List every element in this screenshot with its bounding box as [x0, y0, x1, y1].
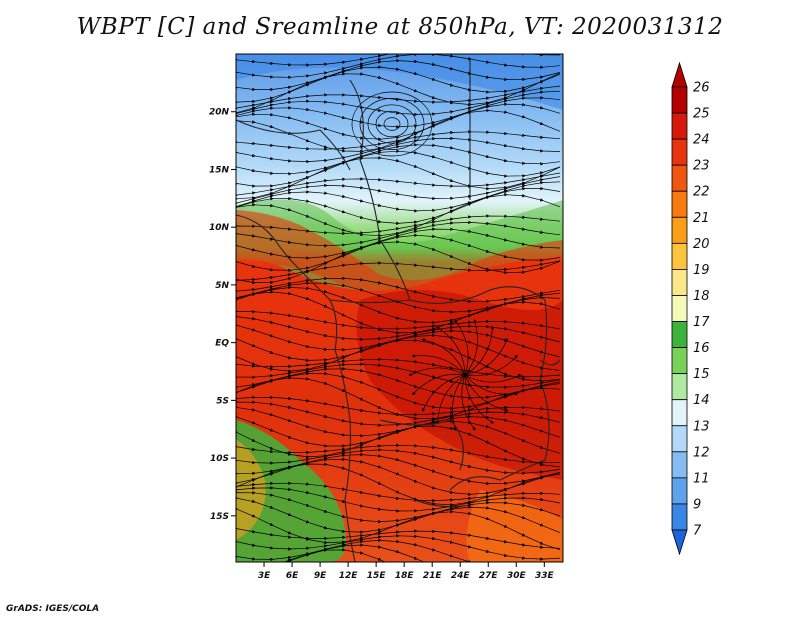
- colorbar-level-label: 24: [693, 133, 710, 148]
- colorbar-bottom-arrow: [671, 529, 688, 556]
- streamline-divergent: [464, 354, 518, 377]
- colorbar-swatch: [671, 503, 688, 531]
- colorbar-level-label: 22: [693, 185, 710, 200]
- lon-tick-label: 33E: [535, 571, 555, 581]
- colorbar-level-label: 19: [693, 263, 710, 278]
- colorbar-level-label: 15: [693, 367, 710, 382]
- colorbar-level-label: 7: [693, 524, 702, 539]
- colorbar-level-label: 23: [693, 159, 710, 174]
- colorbar-level-label: 13: [693, 419, 710, 434]
- colorbar-level-label: 11: [693, 471, 710, 486]
- streamline-divergent: [421, 338, 466, 376]
- colorbar-level-label: 26: [693, 81, 710, 96]
- lon-tick-label: 15E: [367, 571, 387, 581]
- colorbar-swatch: [671, 164, 688, 192]
- colorbar-level-label: 9: [693, 497, 701, 512]
- lat-tick-label: 5S: [216, 396, 229, 406]
- map-axes: 20N 15N 10N 5N EQ 5S 10S 15S 3E 6E 9E 12E 15E 18E 21E 2…: [209, 108, 555, 581]
- colorbar-swatch: [671, 190, 688, 218]
- colorbar: 26 25 24 23 22 21 20 19 18 17 16 15 14 13 12 11 9 7: [671, 61, 710, 556]
- colorbar-swatch: [671, 477, 688, 505]
- colorbar-swatch: [671, 399, 688, 427]
- lat-tick-label: 15S: [210, 512, 229, 522]
- colorbar-level-label: 17: [693, 315, 710, 330]
- lat-tick-label: 10S: [210, 454, 229, 464]
- lat-tick-label: 10N: [209, 223, 230, 233]
- colorbar-swatch: [671, 216, 688, 244]
- colorbar-level-label: 25: [693, 107, 710, 122]
- lon-tick-label: 6E: [286, 571, 299, 581]
- streamline-divergent: [436, 326, 466, 376]
- colorbar-swatch: [671, 138, 688, 166]
- lat-tick-label: EQ: [215, 339, 229, 349]
- lat-tick-label: 5N: [215, 281, 229, 291]
- streamline-divergent: [464, 319, 478, 376]
- streamline-swirl: [375, 110, 409, 138]
- streamline-divergent: [421, 374, 466, 413]
- streamlines: [236, 54, 561, 562]
- lon-tick-label: 27E: [479, 571, 499, 581]
- colorbar-swatch: [671, 451, 688, 479]
- lon-tick-label: 21E: [423, 571, 443, 581]
- lon-tick-label: 3E: [258, 571, 271, 581]
- map-panel: [236, 54, 563, 562]
- lat-tick-label: 20N: [209, 108, 230, 118]
- streamline-swirl: [351, 91, 433, 157]
- colorbar-top-arrow: [671, 61, 688, 88]
- country-borders: [236, 60, 561, 562]
- colorbar-swatch: [671, 347, 688, 375]
- colorbar-swatch: [671, 242, 688, 270]
- colorbar-level-label: 16: [693, 341, 710, 356]
- colorbar-swatch: [671, 295, 688, 322]
- streamline-divergent: [464, 374, 494, 424]
- streamline-divergent: [408, 367, 466, 376]
- streamline-divergent: [461, 374, 476, 431]
- streamline-divergent: [464, 325, 495, 376]
- streamline-swirl: [359, 98, 425, 150]
- lon-tick-label: 9E: [314, 571, 327, 581]
- streamline-divergent: [412, 373, 466, 396]
- streamline-swirl: [383, 117, 401, 131]
- streamline-divergent: [435, 374, 466, 425]
- colorbar-swatch: [671, 269, 688, 296]
- colorbar-level-label: 21: [693, 211, 710, 226]
- colorbar-swatch: [671, 373, 688, 401]
- streamline-divergent: [464, 374, 522, 383]
- lon-tick-label: 30E: [507, 571, 527, 581]
- map-frame: [235, 53, 564, 563]
- colorbar-level-label: 20: [693, 237, 710, 252]
- colorbar-swatch: [671, 112, 688, 140]
- lon-tick-label: 18E: [395, 571, 415, 581]
- lon-tick-label: 12E: [339, 571, 359, 581]
- colorbar-swatch: [671, 321, 688, 348]
- colorbar-swatch: [671, 86, 688, 114]
- streamline-swirl: [367, 104, 417, 144]
- streamline-divergent: [411, 354, 466, 376]
- streamline-divergent: [454, 319, 469, 376]
- colorbar-level-label: 14: [693, 393, 710, 408]
- map-title: WBPT [C] and Sreamline at 850hPa, VT: 20…: [76, 14, 724, 40]
- colorbar-level-label: 18: [693, 289, 710, 304]
- lat-tick-label: 15N: [209, 165, 230, 175]
- colorbar-swatch: [671, 425, 688, 453]
- streamline-divergent: [464, 374, 509, 412]
- streamline-divergent: [464, 374, 519, 396]
- credit-footer: GrADS: IGES/COLA: [6, 604, 100, 614]
- streamline-divergent: [464, 337, 509, 376]
- colorbar-level-label: 12: [693, 445, 710, 460]
- lon-tick-label: 24E: [451, 571, 471, 581]
